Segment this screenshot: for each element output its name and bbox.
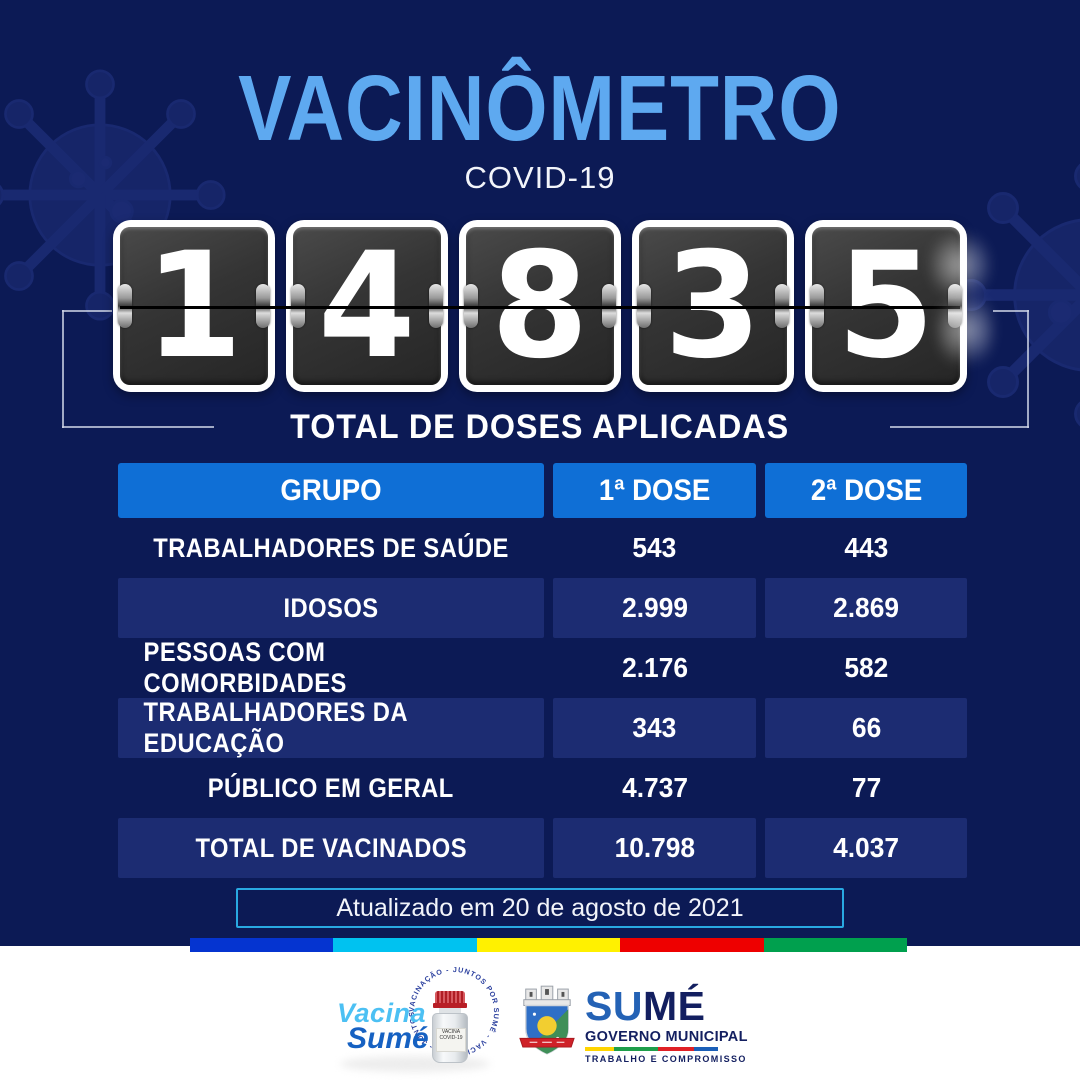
vial-cap-rim <box>433 1003 467 1008</box>
vial-cap <box>435 991 465 1004</box>
city-tagline: TRABALHO E COMPROMISSO <box>585 1053 747 1064</box>
table-header-row: GRUPO 1ª DOSE 2ª DOSE <box>118 463 967 518</box>
vacina-sume-logo: Vacina Sumé <box>337 998 429 1055</box>
col-header-dose1: 1ª DOSE <box>552 463 757 518</box>
flag-color-stripe <box>190 938 908 952</box>
bracket-right-vertical <box>1027 310 1029 428</box>
dose1-value: 343 <box>552 698 757 758</box>
bar-blue <box>694 1047 718 1051</box>
sume-governo-logo: SUMÉ GOVERNO MUNICIPAL TRABALHO E COMPRO… <box>585 983 748 1064</box>
city-color-bar <box>585 1047 718 1051</box>
group-label: TOTAL DE VACINADOS <box>118 818 544 878</box>
table-row: PESSOAS COM COMORBIDADES 2.176 582 <box>118 637 967 698</box>
page-subtitle: COVID-19 <box>464 160 616 195</box>
group-label: IDOSOS <box>118 578 544 638</box>
stripe-yellow <box>476 938 621 952</box>
stripe-green <box>763 938 908 952</box>
virus-icon-right <box>955 163 1080 427</box>
table-row: TRABALHADORES DE SAÚDE 543 443 <box>118 518 967 578</box>
group-label: PÚBLICO EM GERAL <box>207 772 454 803</box>
stripe-red <box>620 938 764 952</box>
table-row: TRABALHADORES DA EDUCAÇÃO 343 66 <box>118 697 967 758</box>
smoke-decoration <box>938 285 993 375</box>
flip-split-line <box>120 306 960 309</box>
stripe-blue <box>190 938 334 952</box>
counter-caption: TOTAL DE DOSES APLICADAS <box>290 408 790 446</box>
stripe-cyan <box>333 938 477 952</box>
bar-yellow <box>585 1047 615 1051</box>
updated-banner: Atualizado em 20 de agosto de 2021 <box>236 888 844 928</box>
dose2-value: 66 <box>765 698 967 758</box>
dose1-value: 2.176 <box>621 652 688 683</box>
bracket-left-top <box>62 310 112 312</box>
col-header-dose2: 2ª DOSE <box>765 463 967 518</box>
city-name: SUMÉ <box>585 983 706 1029</box>
dose2-value: 582 <box>844 652 889 683</box>
dose1-value: 543 <box>632 532 677 563</box>
bar-red <box>658 1047 695 1051</box>
city-gov-label: GOVERNO MUNICIPAL <box>585 1029 748 1045</box>
group-label: TRABALHADORES DA EDUCAÇÃO <box>118 697 544 758</box>
dose2-value: 2.869 <box>765 578 967 638</box>
group-label: PESSOAS COM COMORBIDADES <box>143 637 347 698</box>
dose2-value: 443 <box>844 532 889 563</box>
dose1-value: 10.798 <box>552 818 757 878</box>
dose2-value: 4.037 <box>765 818 967 878</box>
updated-banner-text: Atualizado em 20 de agosto de 2021 <box>336 893 744 922</box>
navy-background: VACINÔMETRO COVID-19 1 4 8 3 5 <box>0 0 1080 946</box>
vial-neck <box>439 1008 461 1014</box>
vaccine-vial-icon: VACINA COVID-19 <box>431 991 469 1063</box>
table-row: IDOSOS 2.999 2.869 <box>118 578 967 638</box>
vial-body: VACINA COVID-19 <box>432 1013 468 1063</box>
virus-icon-left <box>0 69 226 321</box>
doses-table: GRUPO 1ª DOSE 2ª DOSE TRABALHADORES DE S… <box>118 463 967 878</box>
group-label: TRABALHADORES DE SAÚDE <box>153 532 509 563</box>
dose1-value: 2.999 <box>552 578 757 638</box>
table-row-total: TOTAL DE VACINADOS 10.798 4.037 <box>118 818 967 878</box>
vacina-logo-line1: Vacina <box>337 998 427 1028</box>
dose1-value: 4.737 <box>621 772 688 803</box>
bracket-right-top <box>993 310 1029 312</box>
dose2-value: 77 <box>851 772 881 803</box>
bracket-left-bottom <box>62 426 214 428</box>
vial-label: VACINA COVID-19 <box>436 1028 466 1052</box>
bracket-left-vertical <box>62 310 64 428</box>
bracket-right-bottom <box>890 426 1029 428</box>
bar-green <box>614 1047 659 1051</box>
page-title: VACINÔMETRO <box>238 56 842 160</box>
vacina-logo-line2: Sumé <box>347 1021 429 1055</box>
table-row: PÚBLICO EM GERAL 4.737 77 <box>118 758 967 818</box>
sume-coat-of-arms <box>519 985 575 1055</box>
col-header-grupo: GRUPO <box>118 463 544 518</box>
